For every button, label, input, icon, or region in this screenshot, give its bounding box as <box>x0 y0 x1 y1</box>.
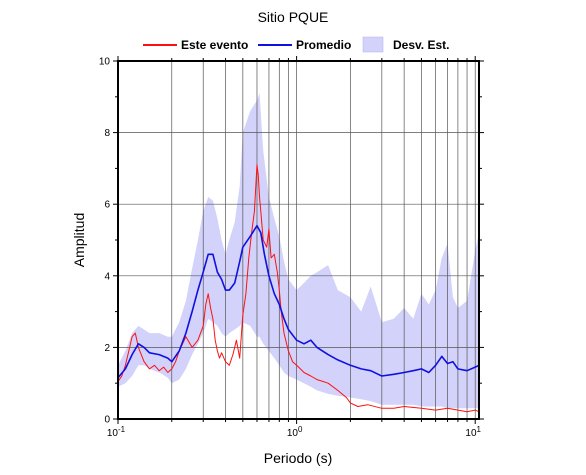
y-tick-label: 2 <box>104 343 110 354</box>
y-tick-label: 0 <box>104 415 110 426</box>
std-dev-band-layer <box>118 93 479 409</box>
legend-label-promedio: Promedio <box>296 38 351 52</box>
x-tick-label: 10-1 <box>107 425 126 439</box>
x-axis: 10-1 100 101 <box>107 56 482 439</box>
x-axis-label: Periodo (s) <box>264 450 332 466</box>
series-layer <box>117 164 480 413</box>
y-axis-label: Amplitud <box>71 213 87 267</box>
std-dev-band <box>118 93 479 409</box>
x-tick-label: 100 <box>287 425 303 439</box>
legend-label-este-evento: Este evento <box>181 38 248 52</box>
series-line-promedio <box>117 224 480 379</box>
series-line-este-evento <box>117 164 480 413</box>
grid-layer <box>118 61 479 419</box>
legend-label-desv-est: Desv. Est. <box>393 38 449 52</box>
legend-swatch-desv-est <box>362 36 384 53</box>
chart-title: Sitio PQUE <box>258 9 329 25</box>
legend: Este evento Promedio Desv. Est. <box>143 36 449 53</box>
y-axis: 0 2 4 6 8 10 <box>99 57 484 426</box>
x-tick-label: 101 <box>465 425 481 439</box>
y-tick-label: 10 <box>99 57 111 68</box>
y-tick-label: 4 <box>104 271 110 282</box>
y-tick-label: 8 <box>104 128 110 139</box>
y-tick-label: 6 <box>104 200 110 211</box>
